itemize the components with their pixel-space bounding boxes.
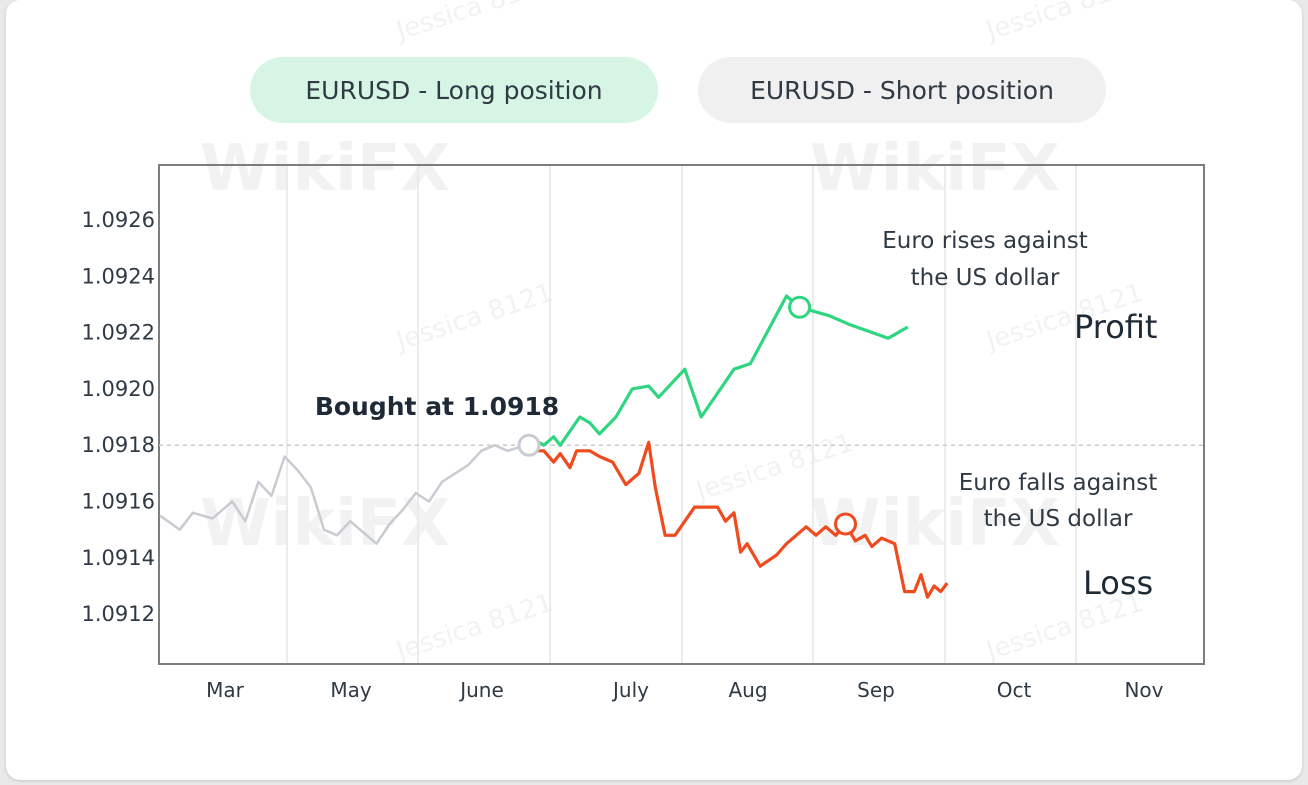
profit-label: Profit bbox=[1074, 308, 1157, 346]
x-tick-label: Mar bbox=[206, 678, 245, 702]
profit-marker bbox=[788, 295, 812, 319]
y-axis-ticks: 1.0926 1.0924 1.0922 1.0920 1.0918 1.0916 1.09… bbox=[82, 208, 155, 626]
watermark-user: Jessica 8121 bbox=[391, 0, 557, 47]
history-series-line bbox=[159, 443, 527, 545]
loss-marker bbox=[834, 512, 858, 536]
watermark-user: Jessica 8121 bbox=[981, 0, 1147, 47]
loss-annotation-line-1: Euro falls against bbox=[959, 470, 1157, 496]
tab-short-position[interactable]: EURUSD - Short position bbox=[698, 57, 1106, 123]
y-tick-label: 1.0922 bbox=[82, 321, 155, 345]
tab-long-position-label: EURUSD - Long position bbox=[305, 75, 603, 105]
x-tick-label: Nov bbox=[1124, 678, 1163, 702]
y-tick-label: 1.0920 bbox=[82, 377, 155, 401]
x-tick-label: June bbox=[458, 678, 504, 702]
watermark-brand: WikiFX bbox=[200, 487, 450, 561]
profit-series-line bbox=[533, 294, 909, 447]
y-tick-label: 1.0918 bbox=[82, 433, 155, 457]
watermark-user: Jessica 8121 bbox=[391, 278, 557, 357]
x-tick-label: Sep bbox=[857, 678, 895, 702]
x-tick-label: Aug bbox=[728, 678, 767, 702]
y-tick-label: 1.0912 bbox=[82, 602, 155, 626]
y-tick-label: 1.0926 bbox=[82, 208, 155, 232]
entry-label: Bought at 1.0918 bbox=[315, 392, 559, 421]
loss-annotation-line-2: the US dollar bbox=[984, 506, 1133, 532]
profit-annotation-line-2: the US dollar bbox=[911, 265, 1060, 291]
y-tick-label: 1.0914 bbox=[82, 546, 155, 570]
x-tick-label: May bbox=[330, 678, 372, 702]
tab-long-position[interactable]: EURUSD - Long position bbox=[250, 57, 658, 123]
y-tick-label: 1.0916 bbox=[82, 490, 155, 514]
watermark-user: Jessica 8121 bbox=[391, 588, 557, 667]
loss-label: Loss bbox=[1083, 564, 1153, 602]
watermark-brand: WikiFX bbox=[200, 132, 450, 206]
tab-short-position-label: EURUSD - Short position bbox=[750, 75, 1054, 105]
x-tick-label: Oct bbox=[997, 678, 1032, 702]
entry-marker bbox=[517, 433, 541, 457]
series-layer bbox=[159, 294, 949, 599]
profit-annotation-line-1: Euro rises against bbox=[882, 228, 1087, 254]
x-tick-label: July bbox=[611, 678, 649, 702]
watermark-brand: WikiFX bbox=[810, 132, 1060, 206]
annotation-layer: Bought at 1.0918 Euro rises against the US… bbox=[315, 228, 1158, 602]
y-tick-label: 1.0924 bbox=[82, 264, 155, 288]
x-axis-ticks: Mar May June July Aug Sep Oct Nov bbox=[206, 678, 1164, 702]
plot-frame bbox=[158, 164, 1205, 665]
chart-grid bbox=[286, 165, 1077, 664]
loss-series-line bbox=[533, 440, 949, 599]
